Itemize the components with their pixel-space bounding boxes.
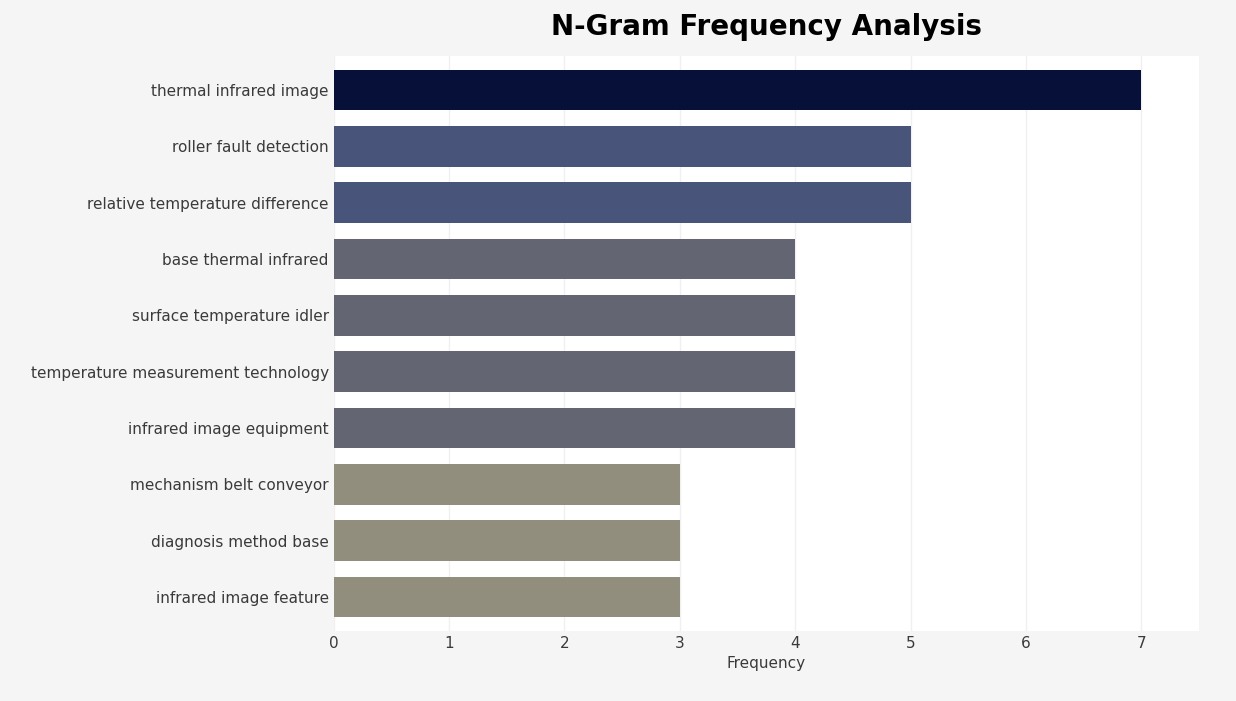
Bar [334, 577, 680, 618]
Bar [334, 182, 911, 223]
Bar [334, 126, 911, 167]
Bar [334, 238, 795, 279]
X-axis label: Frequency: Frequency [727, 656, 806, 672]
Title: N-Gram Frequency Analysis: N-Gram Frequency Analysis [551, 13, 981, 41]
Bar [334, 295, 795, 336]
Bar [334, 69, 1141, 110]
Bar [334, 408, 795, 449]
Bar [334, 351, 795, 392]
Bar [334, 464, 680, 505]
Bar [334, 520, 680, 561]
